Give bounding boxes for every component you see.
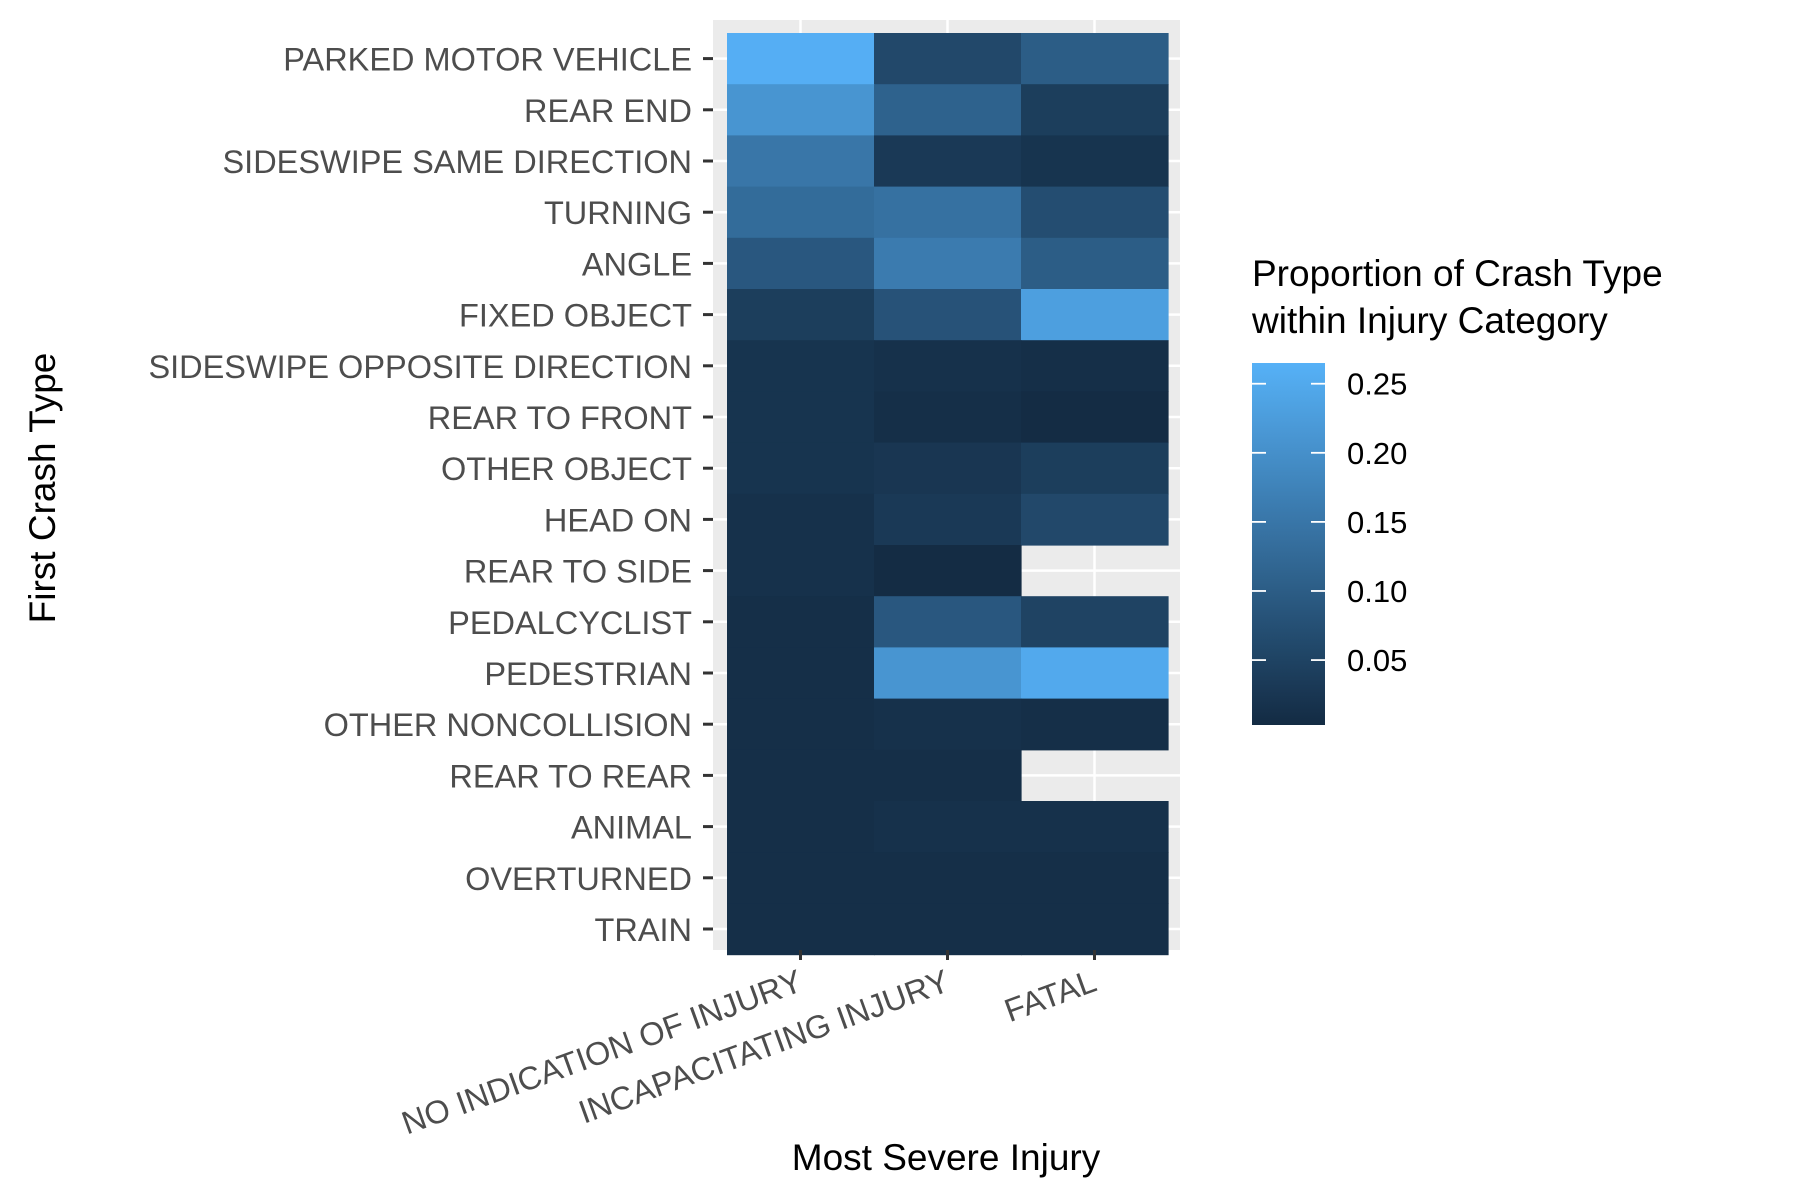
heatmap-cell xyxy=(727,596,875,648)
heatmap-cell xyxy=(1021,340,1169,392)
y-tick-label: PEDALCYCLIST xyxy=(448,605,692,641)
legend-title-line-1: Proportion of Crash Type xyxy=(1252,253,1663,294)
heatmap-cell xyxy=(1021,647,1169,700)
heatmap-cell xyxy=(874,391,1022,444)
legend-ticks: 0.05 0.10 0.15 0.20 0.25 xyxy=(1252,367,1407,678)
heatmap-cell xyxy=(727,186,875,239)
heatmap-cell xyxy=(727,340,875,392)
heatmap-cell xyxy=(1021,903,1169,956)
heatmap-cell xyxy=(874,545,1022,597)
legend-tick-label: 0.05 xyxy=(1347,643,1407,678)
legend-colorbar xyxy=(1252,363,1325,725)
y-tick-label: OTHER NONCOLLISION xyxy=(324,707,692,743)
heatmap-cell xyxy=(727,493,875,546)
y-tick-label: REAR TO REAR xyxy=(449,758,692,794)
y-tick-label: SIDESWIPE SAME DIRECTION xyxy=(222,144,692,180)
heatmap-cell xyxy=(727,391,875,444)
heatmap-cell xyxy=(874,340,1022,392)
y-tick-label: PEDESTRIAN xyxy=(484,656,692,692)
heatmap-cell xyxy=(727,852,875,904)
heatmap-cell xyxy=(1021,391,1169,444)
heatmap-cell xyxy=(1021,596,1169,648)
y-tick-label: TURNING xyxy=(544,195,692,231)
heatmap-cell xyxy=(727,237,875,290)
heatmap-cell xyxy=(727,749,875,802)
heatmap-cell xyxy=(1021,237,1169,290)
heatmap-cell xyxy=(874,903,1022,956)
heatmap-cell xyxy=(874,135,1022,188)
heatmap-cell xyxy=(727,647,875,700)
legend: Proportion of Crash Type within Injury C… xyxy=(1251,253,1663,725)
y-tick-label: FIXED OBJECT xyxy=(459,298,692,334)
y-axis-title: First Crash Type xyxy=(22,353,63,624)
heatmap-cell xyxy=(874,801,1022,853)
heatmap-cell xyxy=(727,545,875,597)
y-tick-label: OTHER OBJECT xyxy=(441,451,692,487)
y-tick-label: REAR END xyxy=(524,93,692,129)
y-tick-label: REAR TO FRONT xyxy=(428,400,692,436)
heatmap-cells xyxy=(727,33,1169,956)
y-tick-label: ANGLE xyxy=(582,246,692,282)
heatmap-cell xyxy=(1021,289,1169,341)
heatmap-cell xyxy=(727,801,875,853)
heatmap-cell xyxy=(1021,493,1169,546)
heatmap-cell xyxy=(727,84,875,136)
heatmap-cell xyxy=(874,749,1022,802)
heatmap-cell xyxy=(1021,698,1169,751)
heatmap-cell xyxy=(1021,852,1169,904)
x-tick-label: FATAL xyxy=(1000,963,1101,1029)
legend-tick-label: 0.20 xyxy=(1347,436,1407,471)
y-tick-label: SIDESWIPE OPPOSITE DIRECTION xyxy=(148,349,692,385)
legend-tick-label: 0.25 xyxy=(1347,367,1407,402)
heatmap-cell xyxy=(727,442,875,495)
heatmap-cell xyxy=(874,647,1022,700)
heatmap-cell xyxy=(727,698,875,751)
heatmap-cell xyxy=(874,698,1022,751)
heatmap-cell xyxy=(727,289,875,341)
y-tick-label: REAR TO SIDE xyxy=(464,554,692,590)
heatmap-cell xyxy=(874,493,1022,546)
heatmap-cell xyxy=(874,33,1022,85)
y-tick-label: PARKED MOTOR VEHICLE xyxy=(283,42,692,78)
heatmap-cell xyxy=(1021,135,1169,188)
heatmap-cell xyxy=(1021,84,1169,136)
heatmap-cell xyxy=(727,903,875,956)
heatmap-cell xyxy=(1021,186,1169,239)
heatmap-cell xyxy=(1021,33,1169,85)
y-tick-label: ANIMAL xyxy=(571,810,692,846)
x-axis-title: Most Severe Injury xyxy=(792,1137,1101,1178)
heatmap-cell xyxy=(874,596,1022,648)
heatmap-cell xyxy=(874,852,1022,904)
legend-title-line-2: within Injury Category xyxy=(1251,300,1608,341)
heatmap-cell xyxy=(727,135,875,188)
heatmap-cell xyxy=(1021,801,1169,853)
heatmap-cell xyxy=(727,33,875,85)
y-tick-label: TRAIN xyxy=(595,912,693,948)
legend-tick-label: 0.10 xyxy=(1347,574,1407,609)
y-tick-label: OVERTURNED xyxy=(465,861,692,897)
y-tick-label: HEAD ON xyxy=(544,502,692,538)
heatmap-cell xyxy=(874,237,1022,290)
heatmap-cell xyxy=(874,84,1022,136)
legend-tick-label: 0.15 xyxy=(1347,505,1407,540)
heatmap-cell xyxy=(874,442,1022,495)
heatmap-cell xyxy=(874,289,1022,341)
heatmap-cell xyxy=(1021,442,1169,495)
heatmap-cell xyxy=(874,186,1022,239)
y-axis: PARKED MOTOR VEHICLE REAR END SIDESWIPE SA… xyxy=(148,42,713,948)
